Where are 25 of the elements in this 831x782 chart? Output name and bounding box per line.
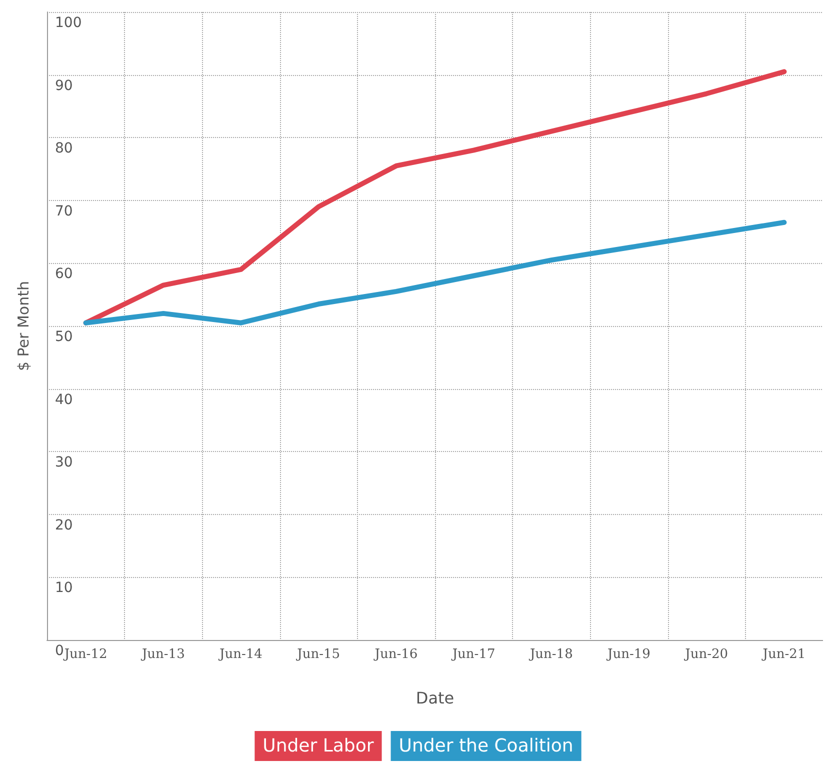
x-tick-label: Jun-12: [62, 647, 108, 662]
x-tick-label: Jun-15: [295, 647, 340, 662]
y-tick-label: 60: [55, 266, 73, 282]
y-tick-label: 100: [55, 15, 82, 31]
y-axis-title: $ Per Month: [14, 281, 32, 371]
x-axis-title: Date: [416, 688, 454, 708]
x-tick-label: Jun-18: [528, 647, 573, 662]
y-tick-label: 10: [55, 580, 73, 596]
y-tick-label: 20: [55, 517, 73, 534]
x-tick-label: Jun-14: [218, 647, 262, 662]
y-tick-label: 40: [55, 392, 73, 408]
y-tick-label: 30: [55, 454, 73, 471]
y-tick-label: 80: [55, 140, 73, 157]
x-tick-label: Jun-21: [760, 647, 806, 662]
x-tick-label: Jun-13: [140, 647, 185, 662]
y-tick-label: 90: [55, 78, 73, 94]
text: Under the Coalition: [398, 736, 574, 756]
y-tick-label: 70: [55, 203, 73, 220]
x-tick-label: Jun-20: [683, 647, 728, 662]
y-tick-label: 0: [55, 643, 64, 659]
text: Under Labor: [262, 736, 374, 756]
x-tick-label: Jun-19: [606, 647, 650, 662]
x-tick-label: Jun-17: [450, 647, 496, 662]
x-tick-label: Jun-16: [372, 647, 418, 662]
y-tick-label: 50: [55, 329, 73, 345]
